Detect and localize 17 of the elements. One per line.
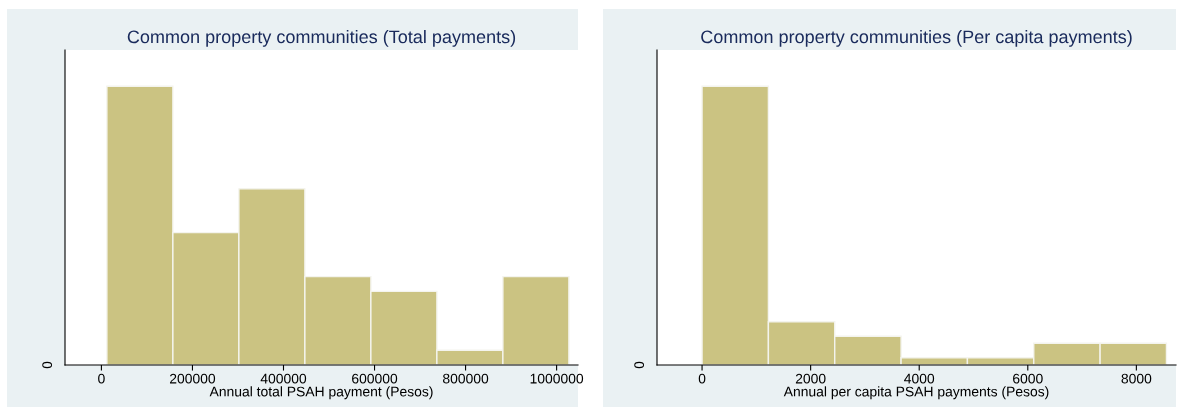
x-tick-label: 400000 xyxy=(260,373,307,384)
x-tick-label: 6000 xyxy=(1013,373,1043,384)
chart-title: Common property communities (Total payments) xyxy=(127,29,516,47)
chart-title: Common property communities (Per capita payments) xyxy=(701,29,1132,47)
x-axis-title: Annual total PSAH payment (Pesos) xyxy=(209,386,433,400)
text: 0 xyxy=(634,361,645,369)
x-tick-label: 2000 xyxy=(795,373,826,384)
x-tick-label: 4000 xyxy=(904,373,935,384)
x-tick-label: 8000 xyxy=(1121,373,1152,384)
x-tick-label: 0 xyxy=(698,373,706,384)
x-tick-label: 0 xyxy=(98,373,105,384)
text: 0 xyxy=(42,361,53,369)
x-tick-label: 800000 xyxy=(443,373,489,384)
x-tick-label: 1000000 xyxy=(530,373,584,384)
x-tick-label: 600000 xyxy=(352,373,398,384)
x-axis-title: Annual per capita PSAH payments (Pesos) xyxy=(783,386,1049,400)
x-tick-label: 200000 xyxy=(169,373,216,384)
